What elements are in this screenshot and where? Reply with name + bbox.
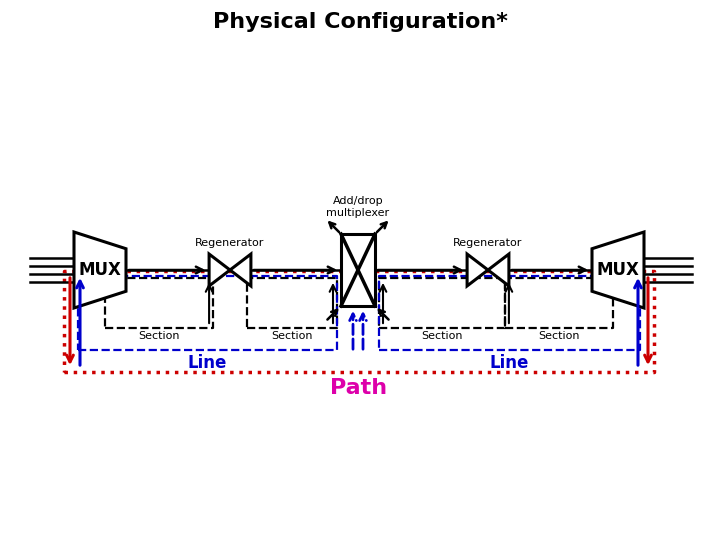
Text: Line: Line — [188, 354, 228, 372]
Text: MUX: MUX — [78, 261, 122, 279]
Polygon shape — [209, 254, 230, 286]
Polygon shape — [467, 254, 488, 286]
Bar — [341, 234, 375, 306]
Text: Line: Line — [490, 354, 529, 372]
Text: MUX: MUX — [597, 261, 639, 279]
Text: Add/drop: Add/drop — [333, 196, 383, 206]
Polygon shape — [488, 254, 509, 286]
Text: Physical Configuration*: Physical Configuration* — [212, 12, 508, 32]
Text: Section: Section — [138, 331, 180, 341]
Polygon shape — [592, 232, 644, 308]
Text: Section: Section — [421, 331, 463, 341]
Polygon shape — [74, 232, 126, 308]
Text: Regenerator: Regenerator — [454, 238, 523, 248]
Text: multiplexer: multiplexer — [326, 208, 390, 218]
Text: Regenerator: Regenerator — [195, 238, 265, 248]
Text: Section: Section — [539, 331, 580, 341]
Text: Section: Section — [271, 331, 312, 341]
Text: Path: Path — [330, 378, 387, 398]
Polygon shape — [230, 254, 251, 286]
